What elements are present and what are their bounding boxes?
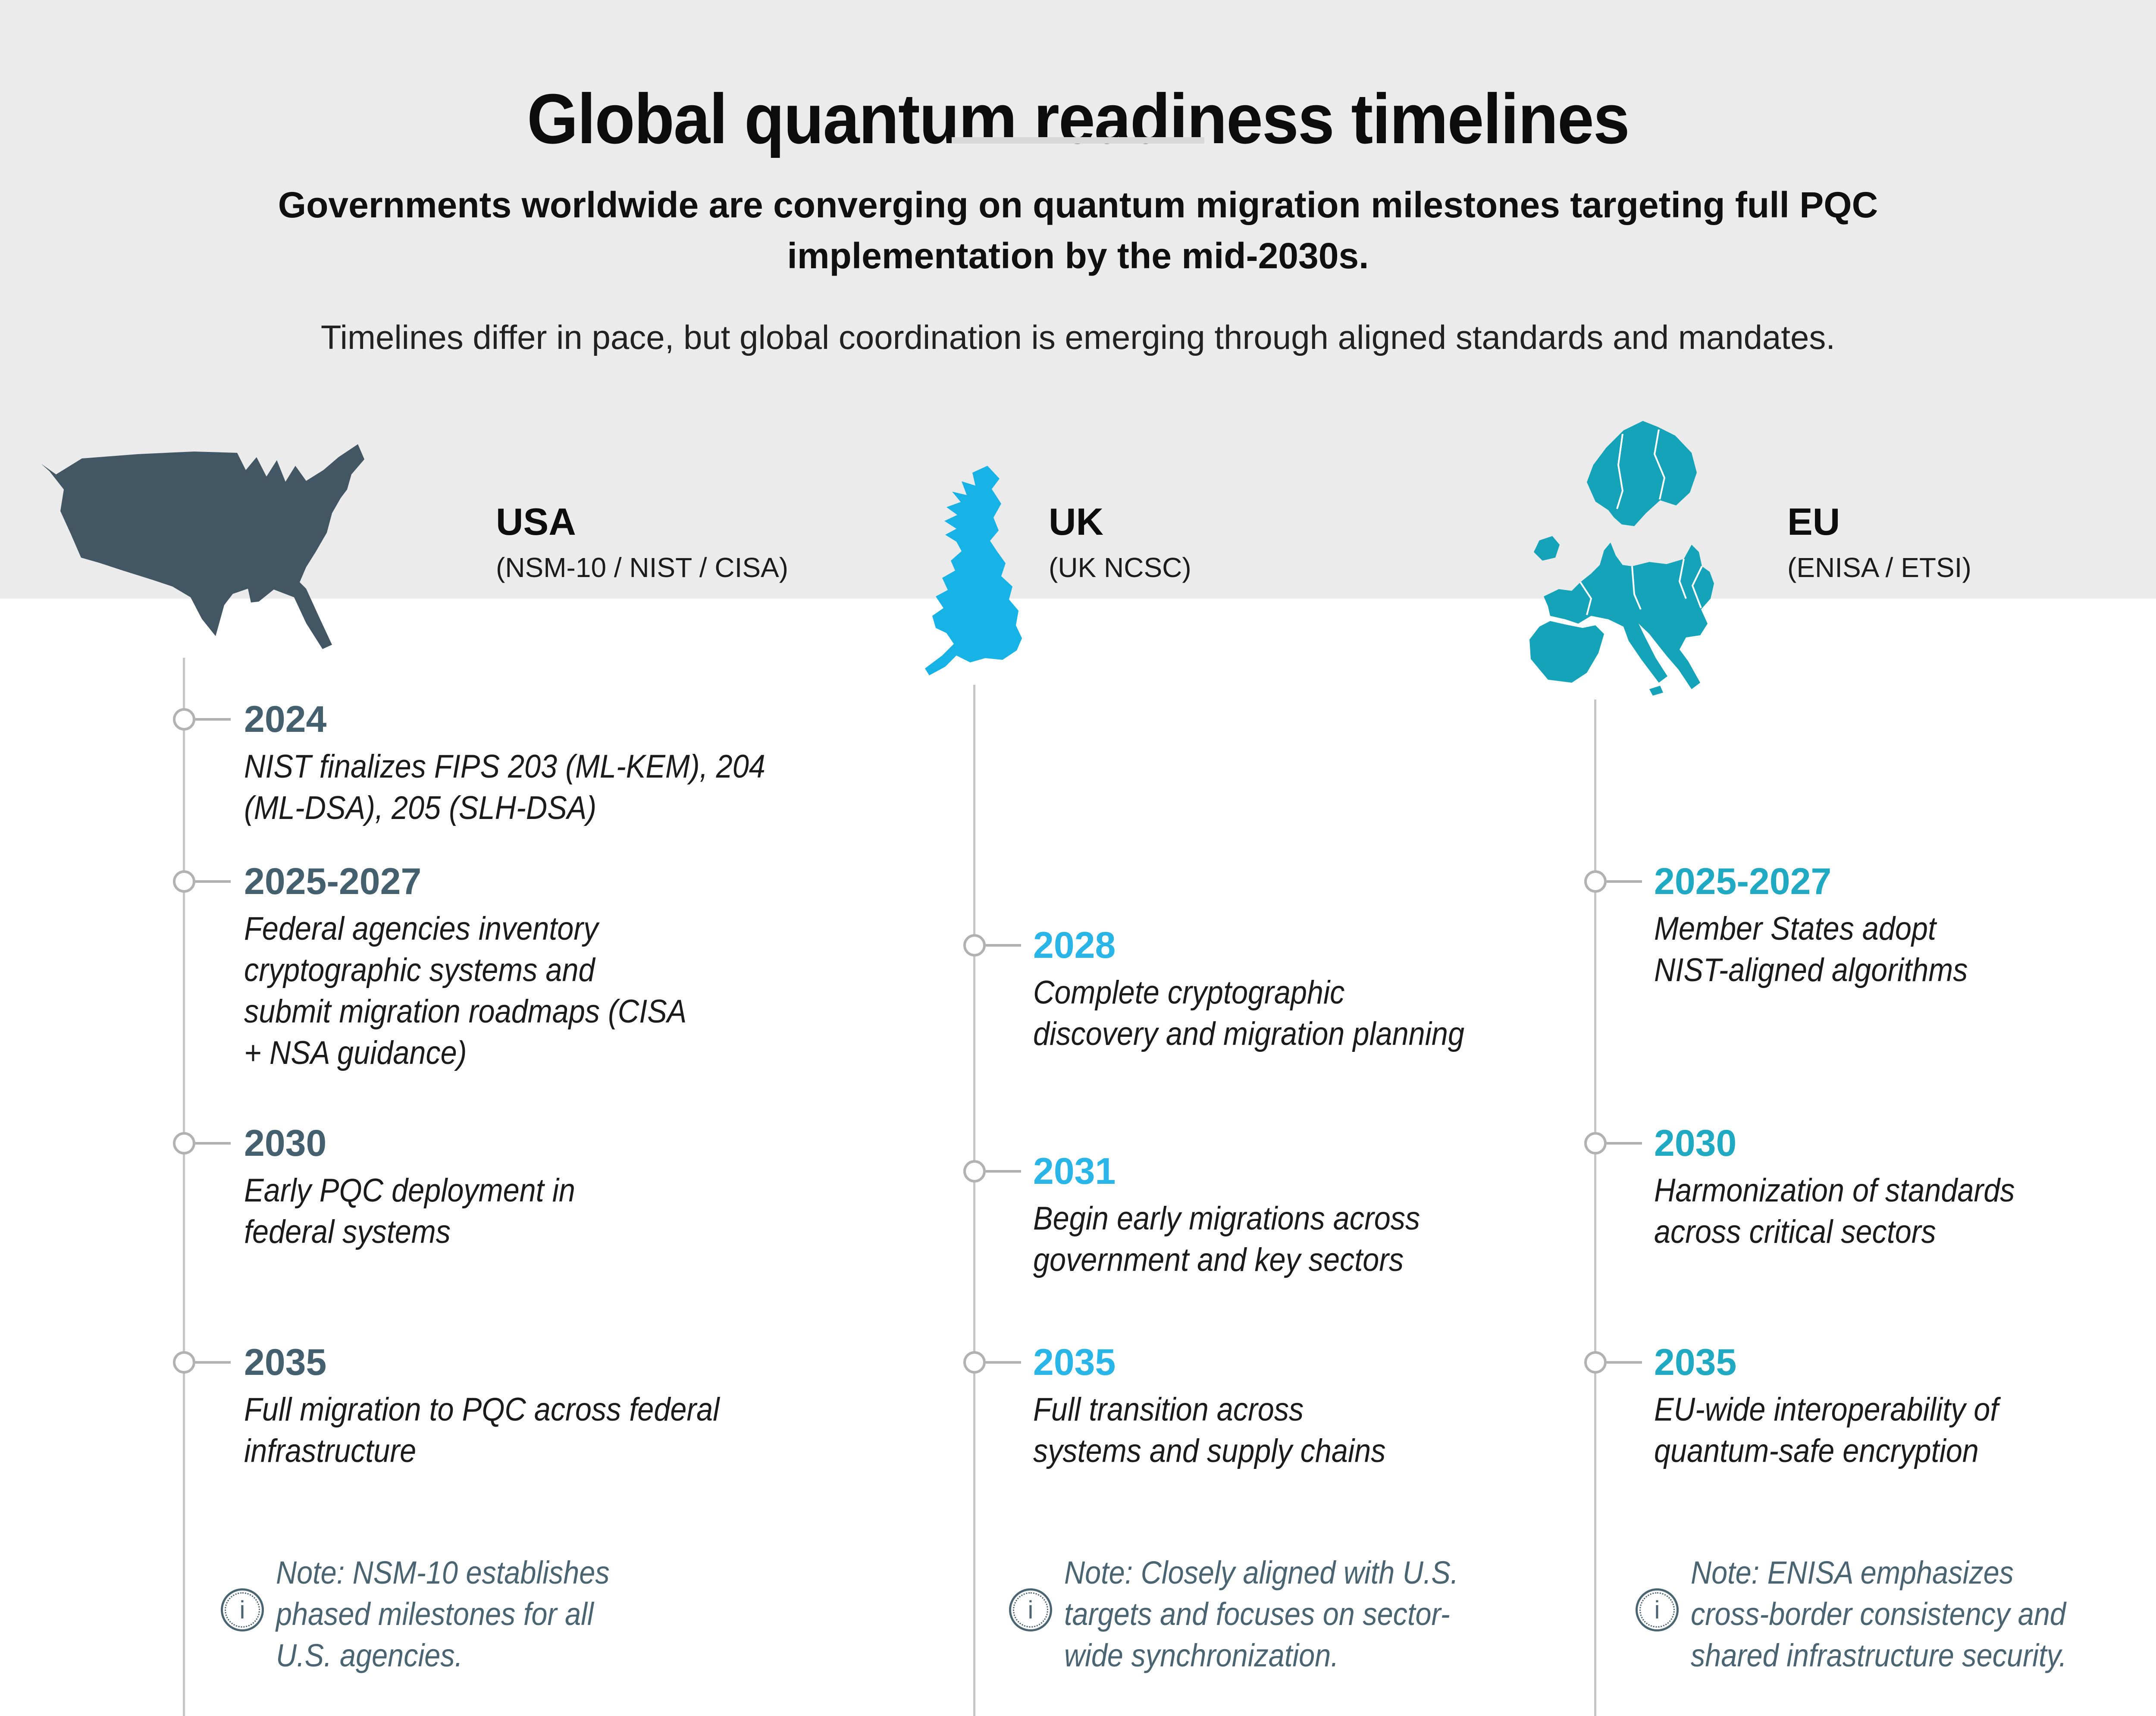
milestone-uk-2035: 2035 Full transition across systems and … <box>1033 1340 1425 1472</box>
milestone-year: 2024 <box>244 699 327 740</box>
note-text: Note: ENISA emphasizes cross-border cons… <box>1691 1555 2067 1673</box>
subtitle: Timelines differ in pace, but global coo… <box>320 318 1836 356</box>
info-icon: i <box>1009 1588 1052 1631</box>
milestone-year: 2035 <box>1654 1342 1737 1383</box>
timeline-line-usa <box>183 658 185 1716</box>
timeline-node-dot <box>1584 1351 1607 1374</box>
timeline-node-tick <box>195 1142 231 1145</box>
milestone-text: Federal agencies inventory cryptographic… <box>244 910 687 1071</box>
milestone-text: Begin early migrations across government… <box>1033 1200 1420 1278</box>
milestone-year: 2035 <box>1033 1342 1116 1383</box>
timeline-node-dot <box>173 708 195 731</box>
milestone-eu-2030: 2030 Harmonization of standards across c… <box>1654 1121 2055 1253</box>
note-text: Note: NSM-10 establishes phased mileston… <box>276 1555 610 1673</box>
usa-map-icon <box>41 444 364 649</box>
eu-map-icon <box>1529 421 1714 696</box>
timeline-node-tick <box>1607 1361 1642 1364</box>
timeline-node-tick <box>1607 880 1642 883</box>
milestone-year: 2025-2027 <box>244 861 422 902</box>
milestone-usa-2024: 2024 NIST finalizes FIPS 203 (ML-KEM), 2… <box>244 697 823 829</box>
timeline-node-dot <box>963 1351 986 1374</box>
milestone-usa-2035: 2035 Full migration to PQC across federa… <box>244 1340 772 1472</box>
column-header-uk: UK (UK NCSC) <box>1049 500 1191 586</box>
timeline-node-tick <box>986 1361 1021 1364</box>
header-band <box>0 0 2156 599</box>
milestone-text: NIST finalizes FIPS 203 (ML-KEM), 204 (M… <box>244 748 765 826</box>
timeline-node-dot <box>173 870 195 893</box>
uk-map-icon <box>925 466 1022 675</box>
milestone-text: Full migration to PQC across federal inf… <box>244 1391 720 1469</box>
country-label-eu: EU <box>1787 500 1840 543</box>
milestone-text: Early PQC deployment in federal systems <box>244 1172 575 1250</box>
timeline-node-tick <box>195 880 231 883</box>
milestone-text: Harmonization of standards across critic… <box>1654 1172 2015 1250</box>
milestone-year: 2031 <box>1033 1151 1116 1192</box>
milestone-usa-2025-2027: 2025-2027 Federal agencies inventory cry… <box>244 859 736 1074</box>
milestone-text: EU-wide interoperability of quantum-safe… <box>1654 1391 1999 1469</box>
timeline-node-dot <box>1584 1132 1607 1154</box>
milestone-year: 2030 <box>1654 1123 1737 1164</box>
timeline-node-tick <box>195 1361 231 1364</box>
timeline-node-dot <box>963 1160 986 1183</box>
subtitle-bold: Governments worldwide are converging on … <box>278 185 1878 276</box>
timeline-node-tick <box>1607 1142 1642 1145</box>
timeline-node-dot <box>173 1132 195 1154</box>
page-title: Global quantum readiness timelines <box>527 79 1630 158</box>
timeline-node-tick <box>986 1170 1021 1173</box>
timeline-node-tick <box>195 718 231 721</box>
milestone-uk-2031: 2031 Begin early migrations across gover… <box>1033 1149 1463 1281</box>
milestone-usa-2030: 2030 Early PQC deployment in federal sys… <box>244 1121 612 1253</box>
country-sublabel-uk: (UK NCSC) <box>1049 552 1191 583</box>
column-header-eu: EU (ENISA / ETSI) <box>1787 500 1971 586</box>
timeline-node-dot <box>963 934 986 957</box>
milestone-eu-2025-2027: 2025-2027 Member States adopt NIST-align… <box>1654 859 2002 991</box>
country-label-usa: USA <box>496 500 576 543</box>
milestone-text: Complete cryptographic discovery and mig… <box>1033 974 1464 1052</box>
milestone-year: 2035 <box>244 1342 327 1383</box>
timeline-node-dot <box>1584 870 1607 893</box>
title-divider <box>952 137 1204 144</box>
column-header-usa: USA (NSM-10 / NIST / CISA) <box>496 500 788 586</box>
timeline-node-dot <box>173 1351 195 1374</box>
milestone-year: 2030 <box>244 1123 327 1164</box>
country-sublabel-usa: (NSM-10 / NIST / CISA) <box>496 552 789 583</box>
timeline-line-uk <box>973 685 975 1716</box>
note-text: Note: Closely aligned with U.S. targets … <box>1064 1555 1459 1673</box>
country-label-uk: UK <box>1049 500 1104 543</box>
milestone-text: Member States adopt NIST-aligned algorit… <box>1654 910 1968 988</box>
info-icon: i <box>221 1588 264 1631</box>
milestone-year: 2025-2027 <box>1654 861 1832 902</box>
milestone-text: Full transition across systems and suppl… <box>1033 1391 1386 1469</box>
timeline-node-tick <box>986 944 1021 947</box>
timeline-line-eu <box>1594 700 1596 1716</box>
milestone-year: 2028 <box>1033 925 1116 966</box>
country-sublabel-eu: (ENISA / ETSI) <box>1787 552 1971 583</box>
milestone-uk-2028: 2028 Complete cryptographic discovery an… <box>1033 923 1512 1055</box>
info-icon: i <box>1636 1588 1679 1631</box>
milestone-eu-2035: 2035 EU-wide interoperability of quantum… <box>1654 1340 2037 1472</box>
